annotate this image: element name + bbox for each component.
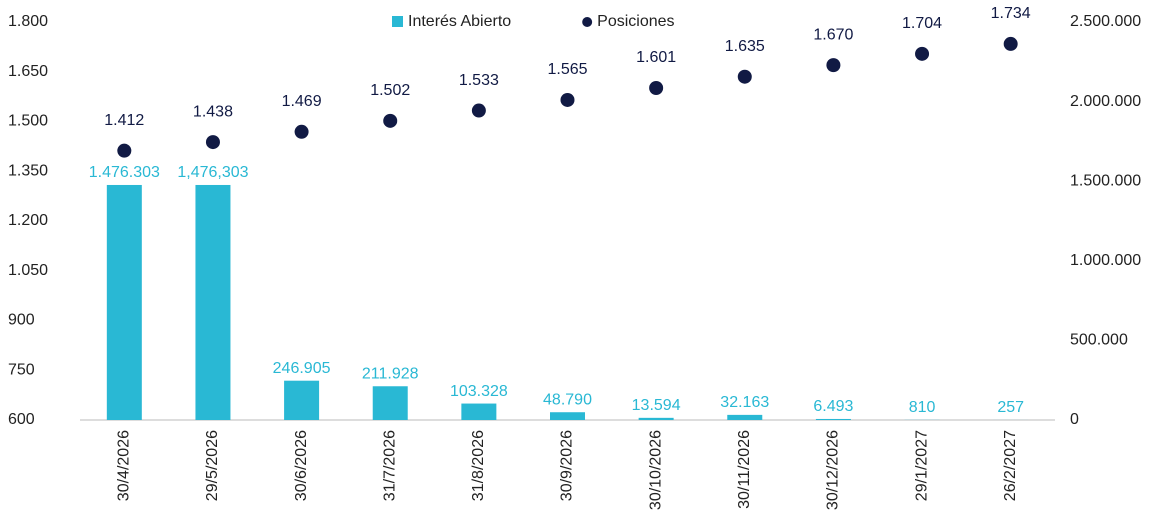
- bar: [461, 403, 497, 420]
- point-value-label: 1.704: [902, 15, 942, 32]
- bar-value-label: 103.328: [450, 383, 508, 400]
- x-tick-label: 30/6/2026: [293, 430, 310, 501]
- bar-value-label: 211.928: [362, 365, 419, 382]
- bar-value-label: 810: [909, 399, 936, 416]
- point: [737, 69, 752, 84]
- legend-label: Posiciones: [597, 13, 674, 30]
- y2-tick-label: 2.000.000: [1070, 93, 1141, 110]
- y-tick-label: 1.350: [8, 162, 48, 179]
- legend-swatch: [392, 16, 403, 27]
- point: [560, 92, 575, 107]
- x-tick-label: 30/11/2026: [736, 430, 753, 509]
- y2-tick-label: 2.500.000: [1070, 13, 1141, 30]
- point: [915, 46, 930, 61]
- point-value-label: 1.438: [193, 103, 233, 120]
- x-tick-label: 30/9/2026: [559, 430, 576, 501]
- bar-value-label: 13.594: [632, 397, 681, 414]
- y-tick-label: 600: [8, 411, 35, 428]
- y-tick-label: 750: [8, 361, 35, 378]
- y2-tick-label: 1.000.000: [1070, 252, 1141, 269]
- bar-value-label: 246.905: [273, 360, 331, 377]
- x-tick-label: 30/12/2026: [825, 430, 842, 510]
- x-tick-label: 26/2/2027: [1002, 430, 1019, 501]
- point-value-label: 1.469: [282, 93, 322, 110]
- y-tick-label: 900: [8, 312, 35, 329]
- legend-swatch: [582, 17, 593, 27]
- point-value-label: 1.533: [459, 72, 499, 89]
- bar-value-label: 257: [997, 399, 1024, 416]
- point-value-label: 1.670: [813, 26, 853, 43]
- bar: [372, 386, 408, 420]
- x-tick-label: 31/7/2026: [381, 430, 398, 501]
- point: [205, 135, 220, 150]
- bar-value-label: 48.790: [543, 391, 592, 408]
- point: [383, 113, 398, 128]
- point: [471, 103, 486, 118]
- y-tick-label: 1.500: [8, 113, 48, 130]
- bar-value-label: 1.476.303: [89, 164, 160, 181]
- point-value-label: 1.601: [636, 49, 676, 66]
- x-tick-label: 31/8/2026: [470, 430, 487, 501]
- x-tick-label: 30/10/2026: [647, 430, 664, 510]
- bar-value-label: 6.493: [813, 398, 853, 415]
- y2-tick-label: 1.500.000: [1070, 172, 1141, 189]
- legend-label: Interés Abierto: [408, 13, 511, 30]
- point-value-label: 1.565: [547, 61, 587, 78]
- x-tick-label: 30/4/2026: [116, 430, 133, 501]
- y-tick-label: 1.800: [8, 13, 48, 30]
- bar: [727, 414, 763, 420]
- y-tick-label: 1.200: [8, 212, 48, 229]
- point: [294, 124, 309, 139]
- bar-value-label: 32.163: [720, 394, 769, 411]
- point: [649, 81, 664, 96]
- bar-value-label: 1,476,303: [177, 164, 248, 181]
- y2-tick-label: 0: [1070, 411, 1079, 428]
- y2-tick-label: 500.000: [1070, 332, 1128, 349]
- point-value-label: 1.412: [104, 112, 144, 129]
- x-tick-label: 29/5/2026: [204, 430, 221, 501]
- bar: [815, 418, 851, 420]
- y-tick-label: 1.650: [8, 63, 48, 80]
- bar: [550, 412, 585, 420]
- bar: [284, 380, 320, 420]
- y-tick-label: 1.050: [8, 262, 48, 279]
- point-value-label: 1.635: [725, 38, 765, 55]
- point-value-label: 1.502: [370, 82, 410, 99]
- x-tick-label: 29/1/2027: [913, 430, 930, 501]
- point: [826, 58, 841, 73]
- bar: [638, 417, 674, 420]
- bar: [195, 184, 231, 420]
- point: [1003, 36, 1018, 51]
- bar: [106, 184, 142, 420]
- point: [117, 143, 132, 158]
- point-value-label: 1.734: [991, 5, 1031, 22]
